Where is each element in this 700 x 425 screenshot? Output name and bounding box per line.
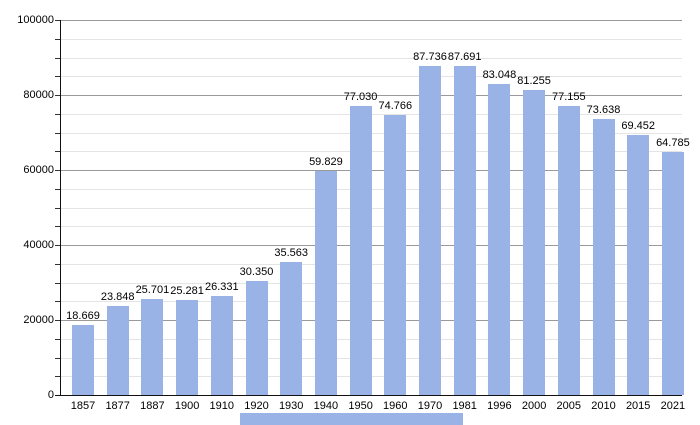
y-axis-tick <box>55 207 60 209</box>
bar-value-label: 81.255 <box>517 75 551 88</box>
y-axis-tick <box>55 357 60 359</box>
x-tick-label: 1877 <box>105 400 130 412</box>
y-axis-tick <box>55 20 60 21</box>
bar-value-label: 73.638 <box>586 103 621 116</box>
y-axis-tick <box>55 263 60 265</box>
y-axis-tick <box>55 132 60 134</box>
y-tick-label: 20000 <box>23 314 54 326</box>
major-gridline <box>60 95 682 96</box>
bar <box>419 65 441 395</box>
minor-gridline <box>60 57 682 59</box>
x-tick-label: 1857 <box>70 400 96 412</box>
y-axis-tick <box>55 95 60 96</box>
bar <box>245 281 268 395</box>
y-axis-tick <box>55 320 60 321</box>
y-tick-label: 0 <box>47 389 54 401</box>
x-tick-label: 1910 <box>209 400 235 412</box>
y-axis-tick <box>55 113 60 115</box>
bar-value-label: 26.331 <box>204 281 239 294</box>
cropped-blue-strip <box>240 413 463 425</box>
x-tick-label: 1900 <box>174 400 200 412</box>
bar-value-label: 35.563 <box>274 246 309 259</box>
bar <box>592 118 615 395</box>
x-tick-label: 1930 <box>278 400 304 412</box>
bar <box>488 83 511 395</box>
bar-value-label: 77.155 <box>551 90 586 103</box>
bar-value-label: 77.030 <box>343 91 378 104</box>
bar-value-label: 18.669 <box>66 309 100 322</box>
major-gridline <box>60 20 682 21</box>
x-tick-label: 2021 <box>660 400 686 412</box>
x-tick-label: 1970 <box>417 400 443 412</box>
bar <box>627 134 650 395</box>
y-axis-tick <box>55 76 60 78</box>
y-axis-tick <box>55 282 60 284</box>
bar <box>72 324 94 395</box>
bar <box>384 114 407 395</box>
bar-value-label: 83.048 <box>482 68 517 81</box>
x-tick-label: 2000 <box>521 400 547 412</box>
bar-value-label: 25.701 <box>135 283 170 296</box>
bar-value-label: 74.766 <box>378 99 413 112</box>
bar <box>176 300 199 395</box>
bar-value-label: 87.691 <box>447 51 482 64</box>
bar-value-label: 25.281 <box>170 285 204 298</box>
y-axis <box>60 20 61 396</box>
bar <box>280 261 303 395</box>
minor-gridline <box>60 38 682 40</box>
x-tick-label: 1981 <box>452 400 477 412</box>
y-axis-tick <box>55 38 60 40</box>
bar-value-label: 23.848 <box>100 290 135 303</box>
x-tick-label: 1940 <box>313 400 339 412</box>
bar-value-label: 87.736 <box>413 50 447 63</box>
bar <box>453 66 476 395</box>
y-axis-tick <box>55 57 60 59</box>
y-tick-label: 80000 <box>23 89 54 101</box>
bar <box>661 152 684 395</box>
y-axis-tick <box>55 151 60 153</box>
y-axis-tick <box>55 226 60 228</box>
minor-gridline <box>60 76 682 78</box>
x-tick-label: 1950 <box>348 400 373 412</box>
x-tick-label: 1920 <box>244 400 269 412</box>
bar-value-label: 64.785 <box>656 137 690 150</box>
bar <box>349 106 372 395</box>
y-axis-tick <box>55 245 60 246</box>
x-tick-label: 1996 <box>487 400 512 412</box>
bar <box>314 170 337 395</box>
x-axis <box>55 395 682 396</box>
x-tick-label: 2005 <box>556 400 582 412</box>
y-tick-label: 60000 <box>23 164 54 176</box>
bar <box>557 105 580 395</box>
bar <box>141 298 164 395</box>
x-tick-label: 1887 <box>140 400 165 412</box>
bar <box>210 296 233 395</box>
y-axis-tick <box>55 338 60 340</box>
bar-value-label: 59.829 <box>309 155 343 168</box>
bar <box>523 90 546 395</box>
bar <box>106 305 129 395</box>
y-axis-tick <box>55 376 60 378</box>
y-axis-tick <box>55 188 60 190</box>
x-tick-label: 2010 <box>591 400 616 412</box>
y-axis-tick <box>55 301 60 303</box>
bar-value-label: 30.350 <box>239 266 274 279</box>
y-tick-label: 100000 <box>17 14 54 26</box>
y-axis-tick <box>55 170 60 171</box>
x-tick-label: 2015 <box>625 400 651 412</box>
y-tick-label: 40000 <box>23 239 54 251</box>
x-tick-label: 1960 <box>383 400 408 412</box>
bar-value-label: 69.452 <box>621 119 656 132</box>
